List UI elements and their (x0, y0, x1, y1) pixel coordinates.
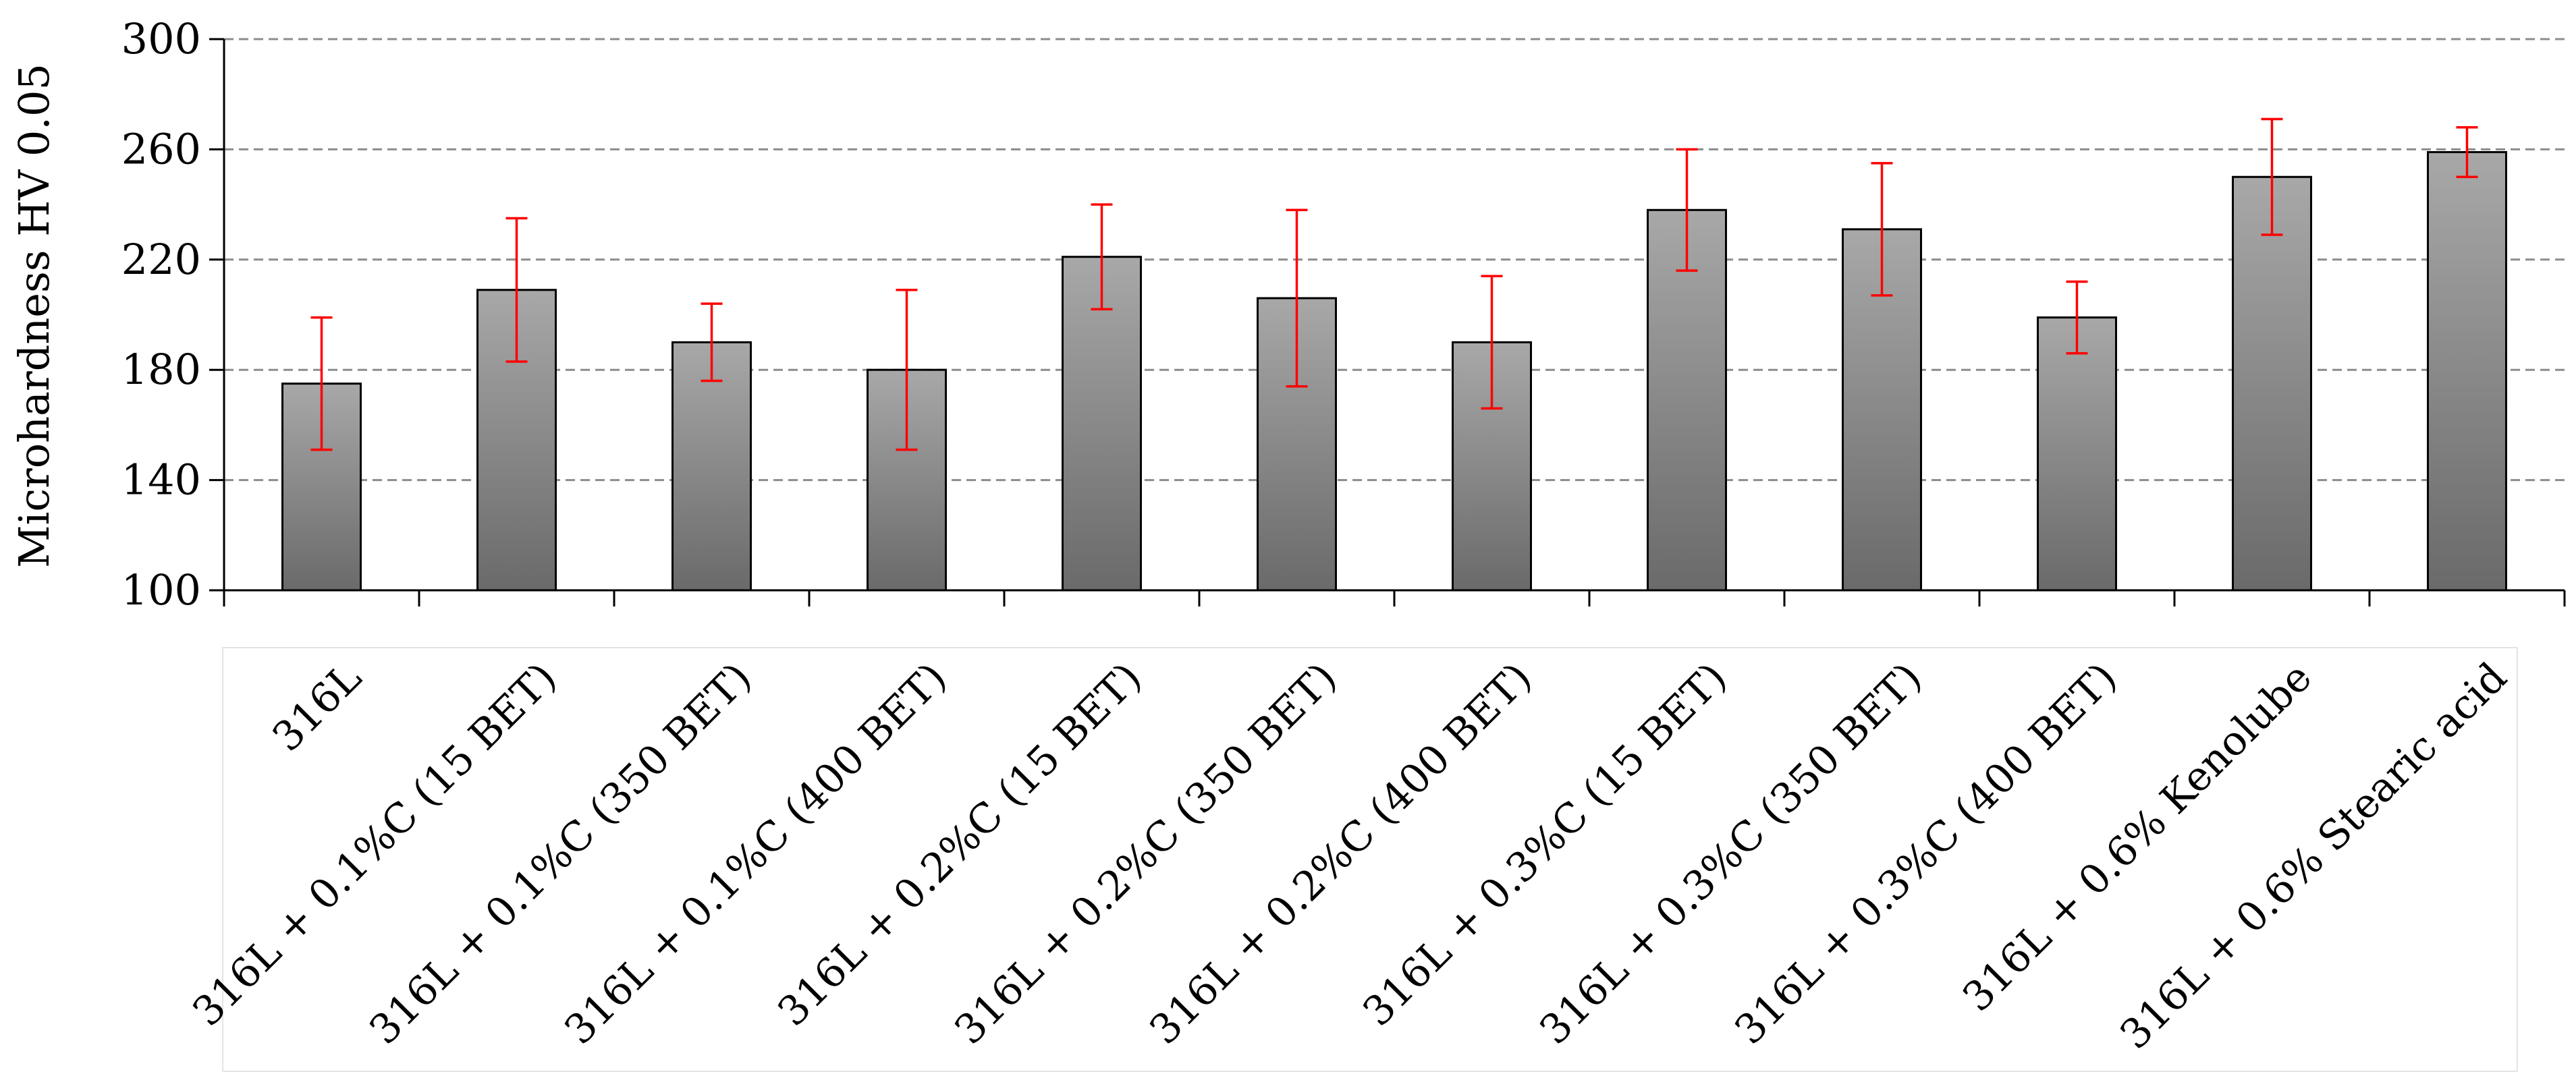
category-label-area (222, 647, 2518, 1072)
axes (209, 38, 2566, 606)
y-tick-label: 260 (121, 124, 201, 173)
y-tick-label: 140 (121, 455, 201, 505)
y-tick-label: 220 (121, 235, 201, 284)
bar (1062, 256, 1142, 592)
y-tick-labels: 100 140 180 220 260 300 (121, 14, 201, 615)
error-bars (310, 117, 2478, 451)
bar (2037, 316, 2117, 592)
gridlines (224, 38, 2565, 482)
y-axis-label: Microhardness HV 0.05 (9, 63, 59, 568)
bar (672, 341, 752, 592)
bar (2427, 150, 2507, 592)
y-tick-label: 100 (121, 565, 201, 615)
y-tick-label: 300 (121, 14, 201, 63)
y-tick-label: 180 (121, 345, 201, 394)
bar (2232, 175, 2312, 592)
